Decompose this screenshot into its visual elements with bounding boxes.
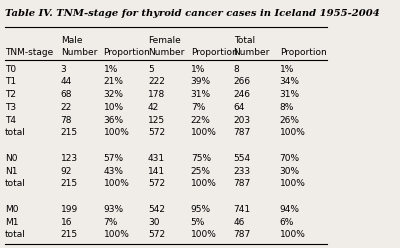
Text: 125: 125 (148, 116, 165, 125)
Text: Total: Total (234, 36, 255, 45)
Text: 46: 46 (234, 218, 245, 227)
Text: N1: N1 (5, 167, 17, 176)
Text: 36%: 36% (104, 116, 124, 125)
Text: T4: T4 (5, 116, 16, 125)
Text: 8: 8 (234, 65, 239, 74)
Text: 100%: 100% (104, 179, 129, 188)
Text: 787: 787 (234, 230, 251, 239)
Text: 94%: 94% (280, 205, 300, 214)
Text: Number: Number (234, 48, 270, 57)
Text: 42: 42 (148, 103, 159, 112)
Text: M1: M1 (5, 218, 18, 227)
Text: 95%: 95% (191, 205, 211, 214)
Text: 554: 554 (234, 154, 251, 163)
Text: 215: 215 (61, 230, 78, 239)
Text: 222: 222 (148, 77, 165, 86)
Text: 30%: 30% (280, 167, 300, 176)
Text: 787: 787 (234, 128, 251, 137)
Text: 6%: 6% (280, 218, 294, 227)
Text: 22: 22 (61, 103, 72, 112)
Text: 787: 787 (234, 179, 251, 188)
Text: 75%: 75% (191, 154, 211, 163)
Text: 93%: 93% (104, 205, 124, 214)
Text: 100%: 100% (104, 230, 129, 239)
Text: 431: 431 (148, 154, 165, 163)
Text: Number: Number (61, 48, 97, 57)
Text: 10%: 10% (104, 103, 124, 112)
Text: 199: 199 (61, 205, 78, 214)
Text: 78: 78 (61, 116, 72, 125)
Text: Proportion: Proportion (280, 48, 326, 57)
Text: 32%: 32% (104, 90, 124, 99)
Text: 5%: 5% (191, 218, 205, 227)
Text: 246: 246 (234, 90, 250, 99)
Text: 100%: 100% (191, 128, 217, 137)
Text: 178: 178 (148, 90, 165, 99)
Text: T2: T2 (5, 90, 16, 99)
Text: 100%: 100% (280, 128, 306, 137)
Text: 34%: 34% (280, 77, 300, 86)
Text: 141: 141 (148, 167, 165, 176)
Text: 572: 572 (148, 230, 165, 239)
Text: 92: 92 (61, 167, 72, 176)
Text: M0: M0 (5, 205, 18, 214)
Text: 26%: 26% (280, 116, 300, 125)
Text: 3: 3 (61, 65, 66, 74)
Text: 22%: 22% (191, 116, 211, 125)
Text: 266: 266 (234, 77, 251, 86)
Text: 16: 16 (61, 218, 72, 227)
Text: 44: 44 (61, 77, 72, 86)
Text: T1: T1 (5, 77, 16, 86)
Text: 572: 572 (148, 128, 165, 137)
Text: Table IV. TNM-stage for thyroid cancer cases in Iceland 1955-2004: Table IV. TNM-stage for thyroid cancer c… (5, 9, 380, 18)
Text: N0: N0 (5, 154, 17, 163)
Text: 215: 215 (61, 128, 78, 137)
Text: 8%: 8% (280, 103, 294, 112)
Text: 68: 68 (61, 90, 72, 99)
Text: 43%: 43% (104, 167, 124, 176)
Text: 70%: 70% (280, 154, 300, 163)
Text: 100%: 100% (280, 179, 306, 188)
Text: T0: T0 (5, 65, 16, 74)
Text: 123: 123 (61, 154, 78, 163)
Text: 5: 5 (148, 65, 154, 74)
Text: 215: 215 (61, 179, 78, 188)
Text: Proportion: Proportion (104, 48, 150, 57)
Text: 7%: 7% (191, 103, 205, 112)
Text: 1%: 1% (191, 65, 205, 74)
Text: 572: 572 (148, 179, 165, 188)
Text: 100%: 100% (191, 179, 217, 188)
Text: 31%: 31% (280, 90, 300, 99)
Text: 30: 30 (148, 218, 160, 227)
Text: Female: Female (148, 36, 181, 45)
Text: 39%: 39% (191, 77, 211, 86)
Text: 31%: 31% (191, 90, 211, 99)
Text: total: total (5, 179, 26, 188)
Text: 57%: 57% (104, 154, 124, 163)
Text: 542: 542 (148, 205, 165, 214)
Text: Proportion: Proportion (191, 48, 238, 57)
Text: 203: 203 (234, 116, 251, 125)
Text: 233: 233 (234, 167, 251, 176)
Text: TNM-stage: TNM-stage (5, 48, 53, 57)
Text: 100%: 100% (191, 230, 217, 239)
Text: 7%: 7% (104, 218, 118, 227)
Text: 1%: 1% (104, 65, 118, 74)
Text: 100%: 100% (280, 230, 306, 239)
Text: 100%: 100% (104, 128, 129, 137)
Text: total: total (5, 230, 26, 239)
Text: 1%: 1% (280, 65, 294, 74)
Text: 64: 64 (234, 103, 245, 112)
Text: 741: 741 (234, 205, 251, 214)
Text: T3: T3 (5, 103, 16, 112)
Text: 25%: 25% (191, 167, 211, 176)
Text: Male: Male (61, 36, 82, 45)
Text: Number: Number (148, 48, 184, 57)
Text: total: total (5, 128, 26, 137)
Text: 21%: 21% (104, 77, 124, 86)
